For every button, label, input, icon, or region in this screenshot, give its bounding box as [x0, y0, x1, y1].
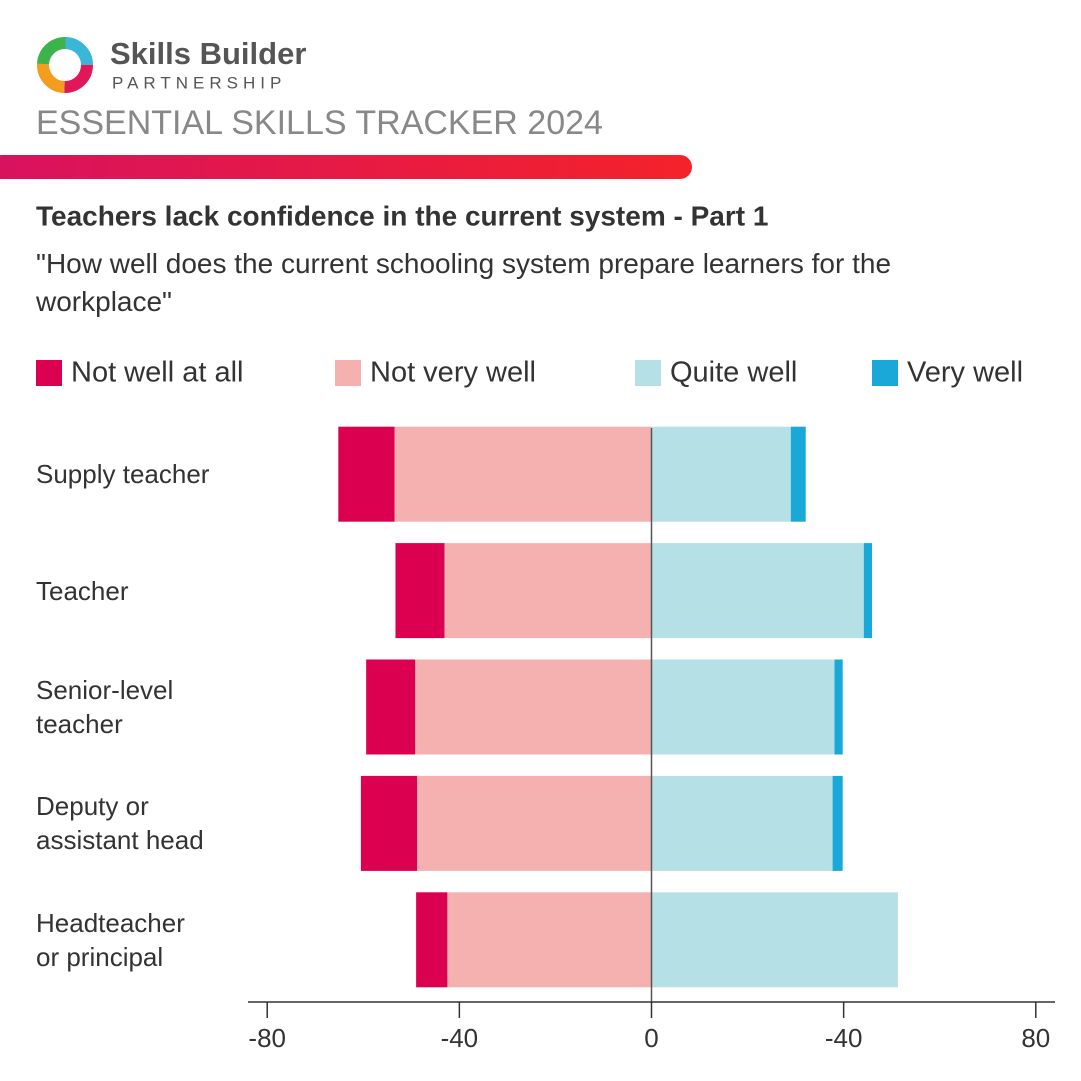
bar-segment: [444, 543, 652, 639]
brand: Skills Builder: [110, 36, 306, 71]
bar-segment: [417, 775, 652, 871]
legend-swatch: [335, 360, 361, 386]
x-tick-label: 80: [1021, 1023, 1050, 1053]
bar-segment: [790, 426, 806, 522]
header-bar: [0, 155, 692, 179]
bar-segment: [651, 775, 833, 871]
category-label: Senior-level teacher: [36, 675, 174, 739]
legend-label: Not very well: [370, 357, 536, 389]
chart-subtitle: "How well does the current schooling sys…: [36, 248, 892, 317]
legend-swatch: [36, 360, 62, 386]
bar-segment: [447, 892, 652, 988]
bar-segment: [366, 659, 416, 755]
legend-label: Very well: [907, 357, 1023, 389]
bar-segment: [416, 892, 448, 988]
x-tick-label: -80: [248, 1023, 286, 1053]
category-label: Teacher: [36, 575, 129, 606]
category-label: Headteacher or principal: [36, 907, 185, 972]
legend-swatch: [635, 360, 661, 386]
chart-title: Teachers lack confidence in the current …: [36, 200, 768, 231]
legend-label: Not well at all: [71, 357, 243, 389]
bar-segment: [415, 659, 652, 755]
tracker-title: ESSENTIAL SKILLS TRACKER 2024: [36, 104, 603, 142]
bar-segment: [834, 659, 843, 755]
legend-label: Quite well: [670, 357, 797, 389]
bar-segment: [651, 659, 835, 755]
bar-segment: [394, 426, 652, 522]
category-label: Deputy or assistant head: [36, 791, 204, 856]
bar-segment: [395, 543, 445, 639]
bar-segment: [651, 892, 898, 988]
bar-segment: [360, 775, 418, 871]
x-tick-label: 0: [644, 1023, 658, 1053]
legend-swatch: [872, 360, 898, 386]
bar-segment: [651, 426, 791, 522]
bar-segment: [651, 543, 864, 639]
category-label: Supply teacher: [36, 459, 210, 490]
bar-segment: [338, 426, 395, 522]
bar-segment: [832, 775, 843, 871]
logo: [37, 37, 93, 93]
bar-segment: [863, 543, 872, 639]
x-tick-label: -40: [825, 1023, 863, 1053]
brand-sub: PARTNERSHIP: [112, 73, 286, 92]
x-tick-label: -40: [441, 1023, 479, 1053]
